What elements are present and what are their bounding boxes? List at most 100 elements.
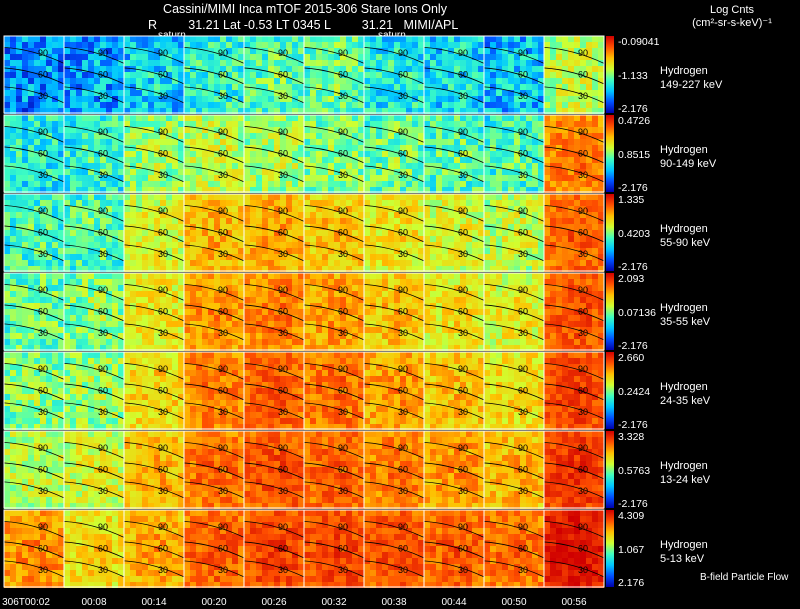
- contour-label: 90: [98, 364, 108, 374]
- contour-label: 90: [278, 443, 288, 453]
- contour-label: 30: [398, 486, 408, 496]
- heatmap-panel: 90 60 30: [543, 193, 605, 272]
- heatmap-panel: 90 60 30: [363, 272, 425, 351]
- heatmap-panel: 90 60 30: [303, 351, 365, 430]
- colorbar-units-line2: (cm²-sr-s-keV)⁻¹: [692, 17, 772, 29]
- time-tick-label: 00:44: [441, 597, 467, 608]
- contour-label: 30: [398, 565, 408, 575]
- contour-label: 90: [158, 48, 168, 58]
- contour-label: 30: [38, 91, 48, 101]
- contour-label: 30: [218, 91, 228, 101]
- contour-label: 30: [278, 407, 288, 417]
- contour-label: 60: [218, 70, 228, 80]
- contour-label: 90: [458, 48, 468, 58]
- contour-label: 60: [158, 228, 168, 238]
- contour-label: 30: [578, 565, 588, 575]
- contour-label: 90: [98, 522, 108, 532]
- contour-label: 60: [218, 386, 228, 396]
- contour-label: 30: [158, 249, 168, 259]
- contour-label: 60: [398, 465, 408, 475]
- colorbar-max-label: 0.4726: [618, 115, 651, 127]
- contour-label: 30: [398, 407, 408, 417]
- heatmap-panel: 90 60 30: [423, 509, 485, 588]
- contour-label: 60: [158, 544, 168, 554]
- contour-label: 90: [158, 364, 168, 374]
- contour-label: 60: [38, 228, 48, 238]
- contour-label: 90: [278, 206, 288, 216]
- contour-label: 90: [578, 285, 588, 295]
- contour-label: 90: [218, 364, 228, 374]
- contour-label: 60: [458, 386, 468, 396]
- contour-label: 90: [98, 206, 108, 216]
- contour-label: 90: [278, 364, 288, 374]
- contour-label: 30: [278, 170, 288, 180]
- contour-label: 60: [158, 465, 168, 475]
- contour-label: 90: [98, 48, 108, 58]
- row-label: Hydrogen 24-35 keV: [660, 380, 710, 408]
- species-label: Hydrogen: [660, 539, 708, 551]
- heatmap-panel: 90 60 30: [543, 430, 605, 509]
- contour-label: 30: [278, 91, 288, 101]
- row-label: Hydrogen 90-149 keV: [660, 143, 716, 171]
- contour-label: 90: [38, 48, 48, 58]
- contour-label: 90: [98, 285, 108, 295]
- contour-label: 60: [98, 544, 108, 554]
- contour-label: 30: [38, 565, 48, 575]
- time-tick-label: 00:56: [561, 597, 587, 608]
- contour-label: 30: [578, 486, 588, 496]
- contour-label: 60: [458, 307, 468, 317]
- heatmap-panel: 90 60 30: [543, 35, 605, 114]
- heatmap-panel: 90 60 30: [3, 193, 65, 272]
- contour-label: 30: [518, 91, 528, 101]
- colorbar-max-label: 3.328: [618, 431, 645, 443]
- heatmap-panel: 90 60 30: [63, 509, 125, 588]
- colorbar: [606, 431, 614, 508]
- contour-label: 90: [518, 48, 528, 58]
- heatmap-panel: 90 60 30: [483, 114, 545, 193]
- contour-label: 60: [218, 307, 228, 317]
- time-tick-label: 00:32: [321, 597, 347, 608]
- contour-label: 30: [578, 170, 588, 180]
- colorbar-min-label: -2.176: [618, 340, 648, 352]
- heatmap-panel: 90 60 30: [3, 114, 65, 193]
- contour-label: 90: [578, 443, 588, 453]
- contour-label: 90: [278, 285, 288, 295]
- heatmap-panel: 90 60 30: [543, 272, 605, 351]
- contour-label: 60: [518, 149, 528, 159]
- contour-label: 60: [98, 70, 108, 80]
- heatmap-panel: 90 60 30: [483, 193, 545, 272]
- contour-label: 30: [218, 328, 228, 338]
- row-label: Hydrogen 13-24 keV: [660, 459, 710, 487]
- contour-label: 90: [38, 364, 48, 374]
- contour-label: 90: [518, 522, 528, 532]
- contour-label: 90: [578, 206, 588, 216]
- contour-label: 90: [218, 443, 228, 453]
- contour-label: 90: [278, 48, 288, 58]
- energy-label: 24-35 keV: [660, 395, 711, 407]
- contour-label: 90: [218, 206, 228, 216]
- contour-label: 60: [278, 544, 288, 554]
- time-tick-label: 00:26: [261, 597, 287, 608]
- heatmap-panel: 90 60 30: [423, 193, 485, 272]
- heatmap-panel: 90 60 30: [363, 35, 425, 114]
- contour-label: 90: [398, 522, 408, 532]
- contour-label: 60: [458, 149, 468, 159]
- heatmap-panel: 90 60 30: [363, 351, 425, 430]
- contour-label: 30: [98, 565, 108, 575]
- contour-label: 60: [338, 149, 348, 159]
- colorbar: [606, 352, 614, 429]
- contour-label: 90: [458, 443, 468, 453]
- contour-label: 60: [158, 70, 168, 80]
- contour-label: 60: [218, 465, 228, 475]
- contour-label: 30: [398, 170, 408, 180]
- chart-title: Cassini/MIMI Inca mTOF 2015-306 Stare Io…: [163, 2, 447, 16]
- heatmap-panel: 90 60 30: [483, 509, 545, 588]
- contour-label: 30: [338, 328, 348, 338]
- energy-label: 13-24 keV: [660, 474, 711, 486]
- contour-label: 30: [158, 328, 168, 338]
- contour-label: 60: [98, 465, 108, 475]
- contour-label: 60: [398, 386, 408, 396]
- contour-label: 30: [98, 328, 108, 338]
- contour-label: 30: [398, 328, 408, 338]
- contour-label: 90: [398, 206, 408, 216]
